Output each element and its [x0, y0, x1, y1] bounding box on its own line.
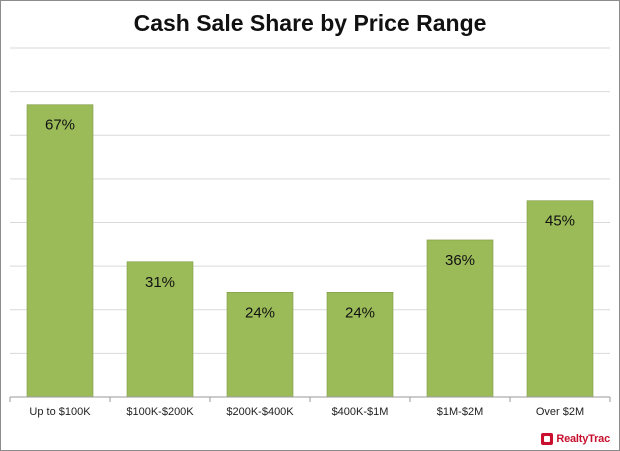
bar [326, 291, 394, 398]
data-label: 36% [445, 252, 475, 269]
x-tick-label: $400K-$1M [332, 406, 389, 418]
realtytrac-logo: RealtyTrac [541, 432, 610, 446]
x-tick-label: $200K-$400K [226, 406, 294, 418]
data-labels: 67% 31% 24% 24% 36% 45% [45, 117, 575, 322]
data-label: 24% [245, 304, 275, 321]
bar [26, 104, 94, 398]
data-label: 67% [45, 117, 75, 134]
house-icon [541, 433, 554, 445]
bar [526, 200, 594, 398]
x-tick-labels: Up to $100K $100K-$200K $200K-$400K $400K-$… [29, 406, 584, 418]
x-ticks [9, 397, 611, 402]
data-label: 45% [545, 213, 575, 230]
x-tick-label: Up to $100K [29, 406, 91, 418]
x-tick-label: $1M-$2M [437, 406, 483, 418]
bar [126, 261, 194, 398]
x-tick-label: Over $2M [536, 406, 584, 418]
bars [26, 104, 594, 398]
x-tick-label: $100K-$200K [126, 406, 194, 418]
data-label: 31% [145, 274, 175, 291]
gridlines [10, 47, 610, 354]
chart-title: Cash Sale Share by Price Range [133, 10, 487, 36]
bar [426, 239, 494, 398]
data-label: 24% [345, 304, 375, 321]
logo-text: RealtyTrac [556, 433, 610, 445]
bar [226, 291, 294, 398]
